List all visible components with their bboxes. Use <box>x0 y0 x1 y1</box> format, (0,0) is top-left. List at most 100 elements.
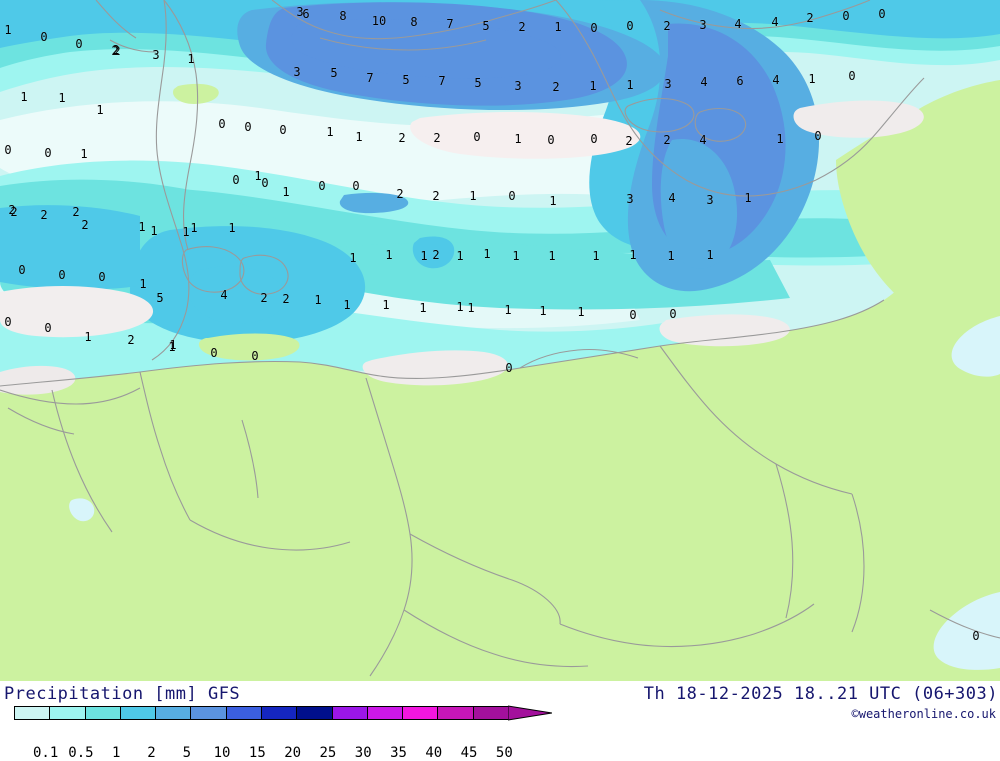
precip-value-label: 2 <box>72 205 80 219</box>
precip-value-label: 0 <box>590 132 598 146</box>
color-scale-segment-45 <box>438 707 474 719</box>
precip-value-label: 0 <box>44 146 52 160</box>
legend-title: Precipitation [mm] GFS <box>4 684 241 704</box>
color-scale-segment-50 <box>473 707 509 719</box>
precip-value-label: 1 <box>548 249 556 263</box>
color-scale-segment-40 <box>403 707 439 719</box>
color-scale-segment-2 <box>120 707 157 719</box>
precip-value-label: 6 <box>302 7 310 21</box>
precip-value-label: 1 <box>483 247 491 261</box>
precip-value-label: 0 <box>848 69 856 83</box>
precip-value-label: 1 <box>385 248 393 262</box>
precip-value-label: 3 <box>706 193 714 207</box>
precip-value-label: 1 <box>514 132 522 146</box>
map-canvas <box>0 0 1000 681</box>
tick-label-35: 35 <box>390 745 407 761</box>
precip-core-10b <box>660 138 738 269</box>
precip-value-label: 5 <box>156 291 164 305</box>
color-scale-segment-15 <box>226 707 262 719</box>
precip-value-label: 1 <box>355 130 363 144</box>
precip-value-label: 0 <box>669 307 677 321</box>
color-scale-segment-35 <box>367 707 404 719</box>
precipitation-map[interactable]: 1 0 0 2 3 1 3 6 8 10 8 7 5 2 1 0 0 2 3 4 4 2 0 0 1 1 2 2 1 3 5 7 5 7 5 3 2 1 1… <box>0 0 1000 681</box>
precip-value-label: 3 <box>514 79 522 93</box>
precip-value-label: 2 <box>282 292 290 306</box>
precip-value-label: 0 <box>251 349 259 363</box>
precip-value-label: 1 <box>150 224 158 238</box>
precip-patch-small-2 <box>412 236 455 269</box>
precip-value-label: 1 <box>539 304 547 318</box>
precip-value-label: 10 <box>371 14 387 28</box>
precip-value-label: 5 <box>330 66 338 80</box>
precip-value-label: 5 <box>474 76 482 90</box>
precip-value-label: 0 <box>629 308 637 322</box>
color-scale-segment-25 <box>297 707 333 719</box>
dry-patch-ne <box>793 100 924 138</box>
precip-value-label: 1 <box>84 330 92 344</box>
precip-value-label: 1 <box>776 132 784 146</box>
precip-value-label: 1 <box>168 340 176 354</box>
color-scale-segment-0.1 <box>15 707 51 719</box>
precip-value-label: 5 <box>482 19 490 33</box>
precip-value-label: 3 <box>664 77 672 91</box>
tick-label-15: 15 <box>248 745 266 761</box>
precip-band-2d <box>0 205 140 290</box>
tick-label-40: 40 <box>425 745 443 761</box>
precip-value-label: 1 <box>512 249 520 263</box>
precip-value-label: 1 <box>420 249 428 263</box>
tick-label-5: 5 <box>182 745 191 761</box>
precip-value-label: 3 <box>296 5 304 19</box>
precip-value-label: 0 <box>210 346 218 360</box>
precip-value-label: 2 <box>552 80 560 94</box>
island-green-fragment <box>172 83 219 104</box>
precip-value-label: 0 <box>98 270 106 284</box>
precip-value-label: 5 <box>402 73 410 87</box>
sea-inlet-right-2 <box>951 316 1000 377</box>
legend-bar: Precipitation [mm] GFS 0.1 0.5 1 2 5 10 15 20 25… <box>0 681 1000 760</box>
precip-value-label: 1 <box>808 72 816 86</box>
precip-value-label: 1 <box>554 20 562 34</box>
precip-value-label: 0 <box>232 173 240 187</box>
precip-value-label: 4 <box>220 288 228 302</box>
precip-value-label: 1 <box>456 249 464 263</box>
precip-value-label: 0 <box>508 189 516 203</box>
precip-patch-4 <box>188 266 285 324</box>
precip-value-label: 1 <box>469 189 477 203</box>
island-green-fragment-2 <box>198 333 300 361</box>
precip-value-label: 1 <box>326 125 334 139</box>
precip-value-label: 2 <box>625 134 633 148</box>
precip-value-label: 0 <box>626 19 634 33</box>
precip-value-label: 0 <box>473 130 481 144</box>
precip-value-label: 1 <box>343 298 351 312</box>
precip-value-label: 1 <box>96 103 104 117</box>
precip-value-label: 2 <box>127 333 135 347</box>
precip-value-label: 4 <box>668 191 676 205</box>
precip-value-label: 1 <box>282 185 290 199</box>
precip-value-label: 0 <box>218 117 226 131</box>
precip-value-label: 1 <box>80 147 88 161</box>
precip-value-label: 1 <box>228 221 236 235</box>
dry-patch-coast-center <box>362 350 508 386</box>
tick-label-50: 50 <box>495 745 513 761</box>
precip-value-label: 7 <box>366 71 374 85</box>
color-scale-arrow-icon <box>508 705 552 721</box>
precip-value-label: 1 <box>314 293 322 307</box>
precip-value-label: 2 <box>112 43 120 57</box>
precip-value-label: 1 <box>254 169 262 183</box>
precip-value-label: 1 <box>187 52 195 66</box>
landmass-baltic-east <box>836 80 1000 333</box>
precip-value-label: 4 <box>699 133 707 147</box>
precip-value-label: 0 <box>505 361 513 375</box>
precip-value-label: 1 <box>467 301 475 315</box>
precip-value-label: 0 <box>44 321 52 335</box>
precip-value-label: 2 <box>398 131 406 145</box>
precip-value-label: 2 <box>81 218 89 232</box>
tick-label-1: 1 <box>111 745 121 761</box>
tick-label-2: 2 <box>147 745 156 761</box>
precip-value-label: 0 <box>244 120 252 134</box>
tick-label-10: 10 <box>213 745 231 761</box>
precip-value-label: 4 <box>771 15 779 29</box>
precip-value-label: 8 <box>339 9 347 23</box>
dry-patch-coast-left <box>0 365 76 395</box>
